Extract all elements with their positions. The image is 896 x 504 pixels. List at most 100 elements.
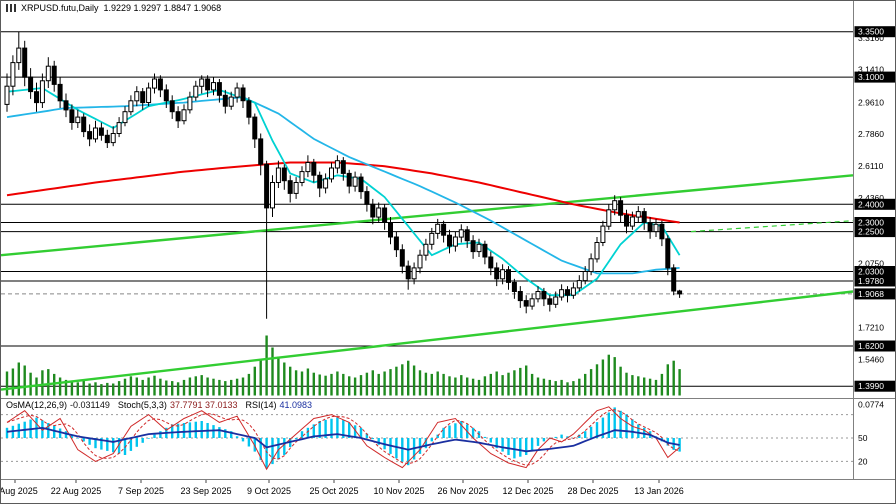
volume-bar bbox=[530, 373, 534, 396]
current-price-label[interactable]: 1.9068 bbox=[854, 288, 896, 300]
osma-histogram-bar bbox=[100, 438, 103, 450]
time-axis[interactable]: 6 Aug 2025 22 Aug 2025 7 Sep 2025 23 Sep 20… bbox=[1, 479, 896, 504]
osma-histogram-bar bbox=[200, 421, 203, 438]
volume-bar bbox=[654, 379, 658, 396]
osma-histogram-bar bbox=[247, 438, 251, 447]
osma-histogram-bar bbox=[41, 420, 44, 438]
candle-body bbox=[399, 249, 405, 267]
channel-trendline[interactable] bbox=[1, 290, 854, 391]
volume-bar bbox=[412, 365, 416, 396]
candle-body bbox=[57, 83, 63, 102]
price-label-text: 2.2500 bbox=[858, 227, 884, 237]
indicator-panel[interactable] bbox=[1, 406, 853, 471]
trendlines[interactable] bbox=[1, 174, 854, 391]
ma-slow-cyan-line bbox=[6, 96, 680, 275]
candle-body bbox=[659, 223, 665, 240]
candle-body bbox=[211, 82, 216, 91]
candle-body bbox=[411, 267, 417, 280]
volume-bar bbox=[353, 377, 357, 396]
volume-bar bbox=[471, 378, 475, 396]
osma-histogram-bar bbox=[578, 434, 581, 438]
volume-bar bbox=[88, 383, 91, 396]
price-label-text: 1.9068 bbox=[858, 289, 884, 299]
osma-histogram-bar bbox=[112, 438, 115, 453]
osma-histogram-bar bbox=[230, 431, 233, 438]
volume-bar bbox=[5, 371, 9, 396]
osma-histogram-bar bbox=[324, 419, 327, 438]
dashed-trendline[interactable] bbox=[690, 220, 854, 233]
candle-body bbox=[228, 96, 234, 107]
price-label-box bbox=[854, 380, 895, 392]
price-level-label[interactable]: 2.3000 bbox=[854, 217, 896, 228]
price-level-label[interactable]: 1.6200 bbox=[854, 340, 896, 352]
horizontal-level-lines[interactable] bbox=[1, 31, 853, 387]
volume-bar bbox=[672, 360, 675, 396]
price-level-label[interactable]: 2.4000 bbox=[854, 198, 896, 210]
candle-body bbox=[87, 131, 93, 140]
volume-bar bbox=[619, 366, 622, 396]
osma-histogram-bar bbox=[176, 423, 180, 438]
volume-bar bbox=[643, 377, 646, 396]
osma-histogram-bar bbox=[566, 436, 569, 438]
stoch-name: Stoch(5,3,3) bbox=[117, 400, 167, 410]
volume-bar bbox=[513, 370, 516, 396]
candle-body bbox=[205, 78, 211, 91]
candle-body bbox=[234, 87, 240, 98]
time-axis-label: 23 Sep 2025 bbox=[180, 486, 231, 496]
volume-bar bbox=[560, 379, 563, 396]
price-level-label[interactable]: 1.3990 bbox=[854, 380, 896, 392]
osma-histogram-bar bbox=[377, 438, 380, 445]
volume-bar bbox=[448, 376, 451, 396]
volume-bar bbox=[666, 364, 669, 396]
candle-body bbox=[671, 267, 677, 292]
candle-body bbox=[240, 87, 246, 102]
volume-bar bbox=[572, 381, 575, 396]
volume-bar bbox=[11, 368, 15, 396]
price-level-label[interactable]: 2.2500 bbox=[854, 226, 896, 238]
osma-histogram-bar bbox=[395, 438, 398, 459]
channel-trendline[interactable] bbox=[1, 174, 854, 257]
price-level-label[interactable]: 3.3500 bbox=[854, 26, 896, 38]
volume-bar bbox=[206, 377, 209, 396]
volume-bar bbox=[365, 372, 369, 396]
osma-histogram-bar bbox=[129, 438, 133, 451]
candle-body bbox=[618, 200, 624, 216]
candle-body bbox=[405, 265, 411, 280]
stoch-values: 37.7791 37.0133 bbox=[169, 400, 238, 410]
osma-histogram-bar bbox=[336, 417, 339, 438]
osma-histogram-bar bbox=[631, 419, 634, 438]
volume-bar bbox=[182, 379, 186, 396]
price-level-label[interactable]: 2.0300 bbox=[854, 266, 896, 277]
volume-bar bbox=[312, 372, 315, 396]
price-level-label[interactable]: 3.1000 bbox=[854, 71, 896, 83]
candle-body bbox=[352, 176, 358, 187]
candle-body bbox=[39, 80, 45, 104]
candle-body bbox=[317, 174, 323, 189]
osma-histogram-bar bbox=[194, 421, 197, 438]
osma-histogram-bar bbox=[342, 420, 345, 438]
volume-bar bbox=[58, 377, 62, 396]
volume-bar bbox=[371, 370, 374, 396]
candle-body bbox=[216, 82, 222, 96]
candle-body bbox=[104, 134, 110, 144]
candle-body bbox=[275, 167, 281, 183]
volume-bar bbox=[82, 380, 85, 396]
osma-histogram-bar bbox=[542, 438, 546, 442]
candle-body bbox=[175, 111, 181, 122]
time-axis-label: 22 Aug 2025 bbox=[51, 486, 102, 496]
volume-bar bbox=[265, 335, 268, 396]
volume-bar bbox=[283, 362, 286, 396]
volume-bar bbox=[495, 371, 498, 396]
osma-histogram-bar bbox=[584, 431, 587, 438]
candle-body bbox=[653, 223, 659, 233]
time-axis-label: 12 Dec 2025 bbox=[502, 486, 553, 496]
price-level-label[interactable]: 1.9780 bbox=[854, 275, 896, 287]
price-scale[interactable]: 3.3160 3.1410 2.9610 2.7860 2.6110 2.4360 2.07… bbox=[853, 1, 896, 479]
osma-histogram-bar bbox=[436, 434, 439, 438]
candle-body bbox=[606, 209, 612, 227]
osma-histogram-bar bbox=[619, 410, 622, 438]
volume-bar bbox=[176, 382, 180, 396]
candle-body bbox=[582, 271, 588, 282]
candle-body bbox=[541, 291, 547, 300]
